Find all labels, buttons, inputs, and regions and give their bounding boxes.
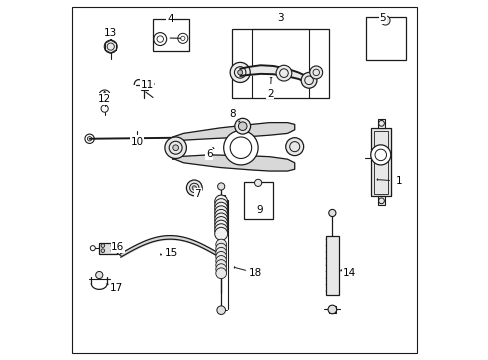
Circle shape	[214, 220, 227, 233]
Circle shape	[164, 137, 186, 158]
Bar	[378, 196, 384, 205]
Circle shape	[101, 249, 104, 252]
Circle shape	[217, 306, 225, 315]
Circle shape	[215, 260, 226, 270]
Text: 13: 13	[104, 28, 117, 38]
Text: 11: 11	[140, 80, 153, 90]
Circle shape	[214, 206, 227, 219]
Polygon shape	[172, 123, 294, 140]
Circle shape	[214, 217, 227, 229]
Circle shape	[215, 247, 226, 258]
Text: 12: 12	[98, 94, 111, 104]
Bar	[99, 243, 117, 253]
Circle shape	[254, 179, 261, 186]
Text: 15: 15	[164, 248, 178, 258]
Circle shape	[301, 72, 316, 88]
Circle shape	[214, 195, 227, 208]
Circle shape	[217, 183, 224, 190]
Circle shape	[104, 40, 117, 53]
Circle shape	[215, 256, 226, 266]
Text: 8: 8	[229, 109, 236, 119]
Bar	[366, 17, 405, 60]
Circle shape	[237, 70, 242, 75]
Bar	[153, 19, 188, 51]
Text: 17: 17	[109, 283, 122, 293]
Text: 1: 1	[395, 176, 402, 186]
Circle shape	[192, 186, 196, 190]
Text: 9: 9	[256, 205, 263, 215]
Circle shape	[234, 118, 250, 134]
Bar	[325, 235, 338, 295]
Text: 4: 4	[166, 14, 173, 24]
Circle shape	[370, 145, 390, 165]
Bar	[217, 195, 224, 200]
Circle shape	[214, 210, 227, 222]
Circle shape	[101, 244, 104, 247]
Circle shape	[380, 16, 389, 25]
Circle shape	[285, 138, 303, 156]
Bar	[217, 248, 224, 257]
Circle shape	[309, 66, 322, 79]
Bar	[328, 306, 335, 313]
Circle shape	[328, 210, 335, 217]
Text: 18: 18	[248, 268, 262, 278]
Circle shape	[214, 213, 227, 226]
Circle shape	[327, 305, 336, 314]
Text: 6: 6	[205, 149, 212, 159]
Bar	[370, 128, 390, 196]
Circle shape	[238, 122, 246, 131]
Polygon shape	[172, 155, 294, 171]
Text: 16: 16	[111, 242, 124, 252]
Circle shape	[276, 65, 291, 81]
Bar	[140, 85, 147, 90]
Circle shape	[172, 145, 178, 150]
Text: 2: 2	[266, 89, 273, 99]
Circle shape	[215, 252, 226, 262]
Bar	[378, 119, 384, 128]
Bar	[244, 182, 273, 220]
Text: 14: 14	[342, 268, 355, 278]
Text: 7: 7	[194, 189, 201, 199]
Circle shape	[214, 224, 227, 237]
Text: 3: 3	[277, 13, 283, 23]
Text: 5: 5	[379, 13, 386, 23]
Bar	[231, 30, 328, 98]
Circle shape	[215, 239, 226, 250]
Circle shape	[223, 131, 258, 165]
Circle shape	[215, 268, 226, 279]
Circle shape	[215, 243, 226, 254]
Circle shape	[215, 264, 226, 275]
Circle shape	[214, 227, 227, 240]
Circle shape	[111, 244, 115, 247]
Text: 10: 10	[130, 137, 143, 147]
Bar	[373, 131, 387, 194]
Circle shape	[230, 62, 250, 82]
Circle shape	[96, 271, 102, 279]
Circle shape	[111, 249, 115, 252]
Circle shape	[219, 195, 223, 200]
Circle shape	[186, 180, 202, 196]
Circle shape	[214, 202, 227, 215]
Circle shape	[214, 199, 227, 212]
